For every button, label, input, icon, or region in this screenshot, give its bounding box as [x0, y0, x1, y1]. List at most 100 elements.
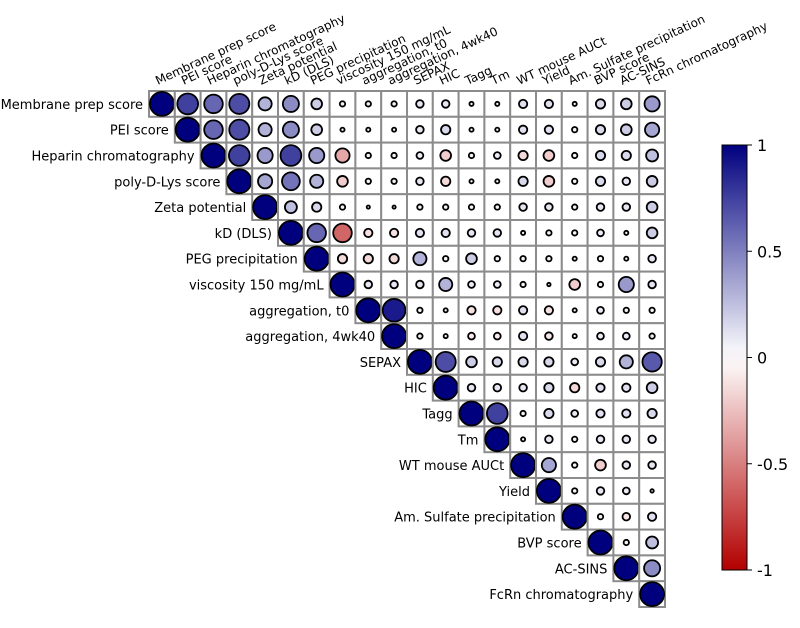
correlation-circle [546, 281, 552, 288]
correlation-circle [543, 356, 555, 368]
correlation-circle [622, 306, 630, 314]
correlation-circle [338, 203, 347, 211]
correlation-circle [339, 126, 346, 133]
correlation-circle [617, 276, 635, 293]
correlation-circle [467, 280, 476, 289]
correlation-circle [571, 307, 578, 314]
row-label: WT mouse AUCt [399, 459, 504, 474]
correlation-circle [434, 350, 457, 373]
correlation-circle [542, 175, 556, 188]
correlation-circle [544, 434, 554, 444]
colorbar-tick-label: -1 [757, 561, 773, 580]
correlation-circle [571, 126, 579, 134]
correlation-circle [415, 99, 425, 109]
correlation-circle [415, 176, 425, 186]
correlation-circle [561, 503, 588, 530]
correlation-circle [570, 357, 579, 367]
correlation-circle [257, 173, 274, 190]
correlation-circle [279, 144, 303, 167]
correlation-circle [647, 434, 657, 444]
correlation-circle [465, 355, 478, 369]
correlation-circle [414, 227, 425, 238]
correlation-circle [571, 203, 579, 211]
correlation-circle [226, 168, 253, 195]
correlation-circle [388, 253, 400, 265]
row-label: PEI score [110, 124, 169, 139]
row-label: Heparin chromatography [31, 150, 194, 165]
correlation-circle [648, 332, 656, 340]
row-label: SEPAX [360, 356, 401, 371]
correlation-circle [587, 529, 614, 556]
correlation-circle [440, 175, 452, 187]
correlation-circle [494, 126, 501, 133]
correlation-circle [390, 177, 398, 185]
correlation-circle [596, 331, 605, 341]
correlation-circle [620, 123, 633, 136]
correlation-circle [518, 331, 529, 342]
correlation-circle [416, 306, 424, 314]
correlation-circle [596, 280, 605, 289]
row-label: viscosity 150 mg/mL [189, 279, 324, 294]
correlation-circle [484, 426, 511, 453]
correlation-circle [308, 147, 326, 164]
correlation-circle [458, 400, 485, 427]
correlation-circle [594, 356, 607, 368]
correlation-circle [365, 204, 371, 210]
correlation-circle [623, 255, 630, 262]
row-label: poly-D-Lys score [114, 175, 220, 190]
correlation-circle [645, 175, 659, 188]
correlation-circle [595, 202, 606, 212]
grid-cell [638, 322, 667, 351]
correlation-circle [228, 92, 251, 115]
correlation-circle [336, 175, 349, 188]
correlation-circle [571, 255, 578, 262]
correlation-circle [364, 177, 372, 185]
correlation-circle [309, 173, 325, 189]
colorbar-tick-label: 1 [757, 136, 767, 155]
correlation-circle [306, 222, 327, 244]
correlation-circle [442, 333, 449, 340]
correlation-circle [596, 255, 605, 263]
correlation-circle [568, 278, 581, 291]
grid-cell [560, 90, 589, 118]
correlation-circle [336, 253, 349, 265]
row-label: kD (DLS) [215, 227, 272, 242]
correlation-circle [517, 175, 529, 187]
correlation-circle [544, 202, 554, 212]
correlation-circle [623, 229, 630, 236]
correlation-circle [391, 204, 397, 210]
correlation-circle [571, 100, 578, 107]
correlation-circle [303, 245, 330, 272]
correlation-circle [520, 229, 527, 236]
correlation-circle [571, 461, 579, 469]
correlation-circle [416, 332, 424, 340]
correlation-circle [545, 229, 553, 237]
correlation-circle [543, 98, 554, 109]
correlation-circle [494, 178, 501, 185]
correlation-circle [648, 306, 656, 314]
correlation-circle [381, 323, 408, 350]
colorbar-tick-label: 0 [757, 349, 767, 368]
correlation-circle [228, 144, 251, 167]
correlation-circle [596, 228, 605, 238]
correlation-circle [645, 200, 659, 214]
correlation-circle [622, 538, 630, 547]
correlation-circle [416, 203, 424, 211]
row-label: Zeta potential [154, 201, 246, 216]
correlation-circle [466, 228, 477, 238]
correlation-circle [596, 306, 605, 315]
correlation-circle [518, 383, 528, 393]
correlation-circle [594, 149, 607, 162]
correlation-circle [543, 382, 555, 394]
correlation-circle [468, 126, 475, 133]
correlation-circle [536, 477, 562, 504]
correlation-circle [571, 151, 579, 160]
correlation-circle [390, 100, 398, 108]
correlation-circle [518, 98, 529, 109]
correlation-circle [391, 126, 398, 133]
grid-cell [328, 90, 357, 118]
correlation-circle [466, 383, 477, 393]
correlation-circle [645, 226, 659, 240]
correlation-circle [492, 305, 503, 316]
